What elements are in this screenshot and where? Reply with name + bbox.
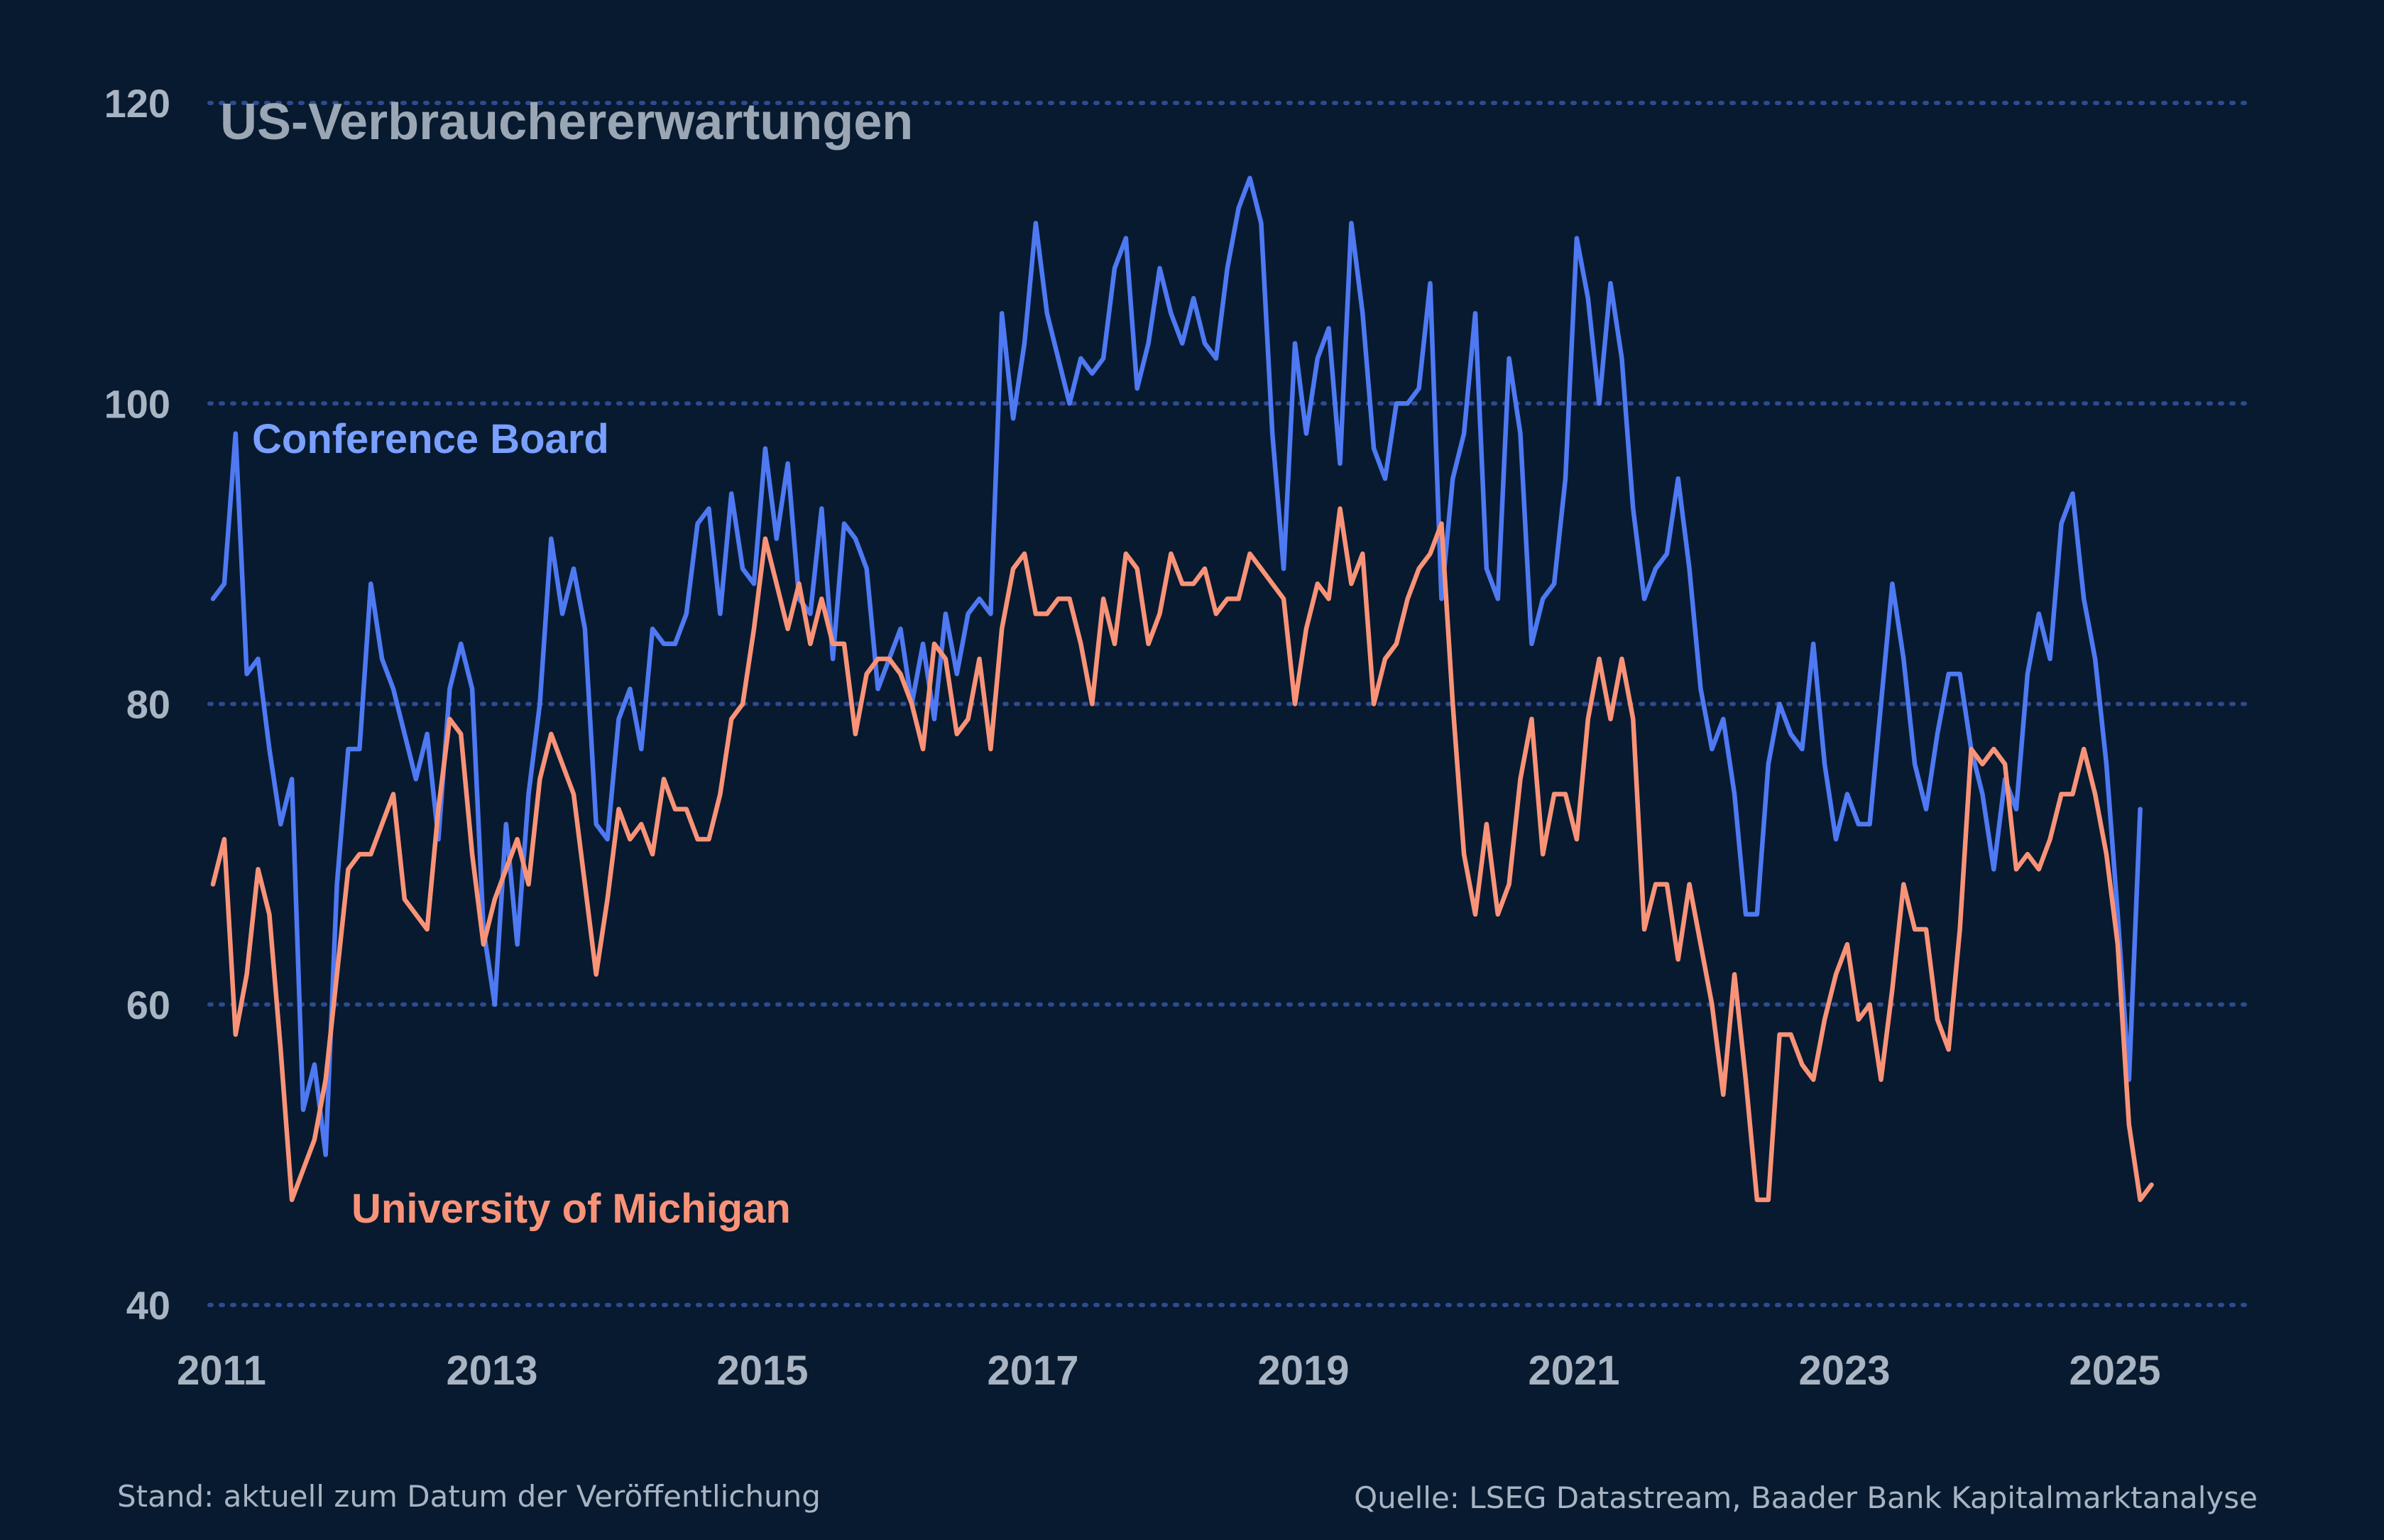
series-line-university-of-michigan	[210, 506, 2154, 1203]
y-tick-label: 40	[126, 1283, 170, 1328]
y-tick-label: 60	[126, 983, 170, 1027]
x-tick-label: 2023	[1798, 1348, 1890, 1394]
y-tick-label: 120	[104, 81, 170, 126]
y-tick-label: 80	[126, 682, 170, 727]
x-tick-label: 2011	[177, 1348, 266, 1394]
x-tick-label: 2013	[446, 1348, 537, 1394]
x-tick-label: 2017	[987, 1348, 1078, 1394]
gridlines	[207, 101, 2253, 1307]
x-tick-label: 2021	[1528, 1348, 1619, 1394]
y-tick-label: 100	[104, 381, 170, 426]
x-axis-ticks: 2011 2013 2015 2017 2019 2021 2023 2025	[177, 1348, 2160, 1394]
footer-source: Quelle: LSEG Datastream, Baader Bank Kap…	[1354, 1480, 2258, 1515]
series-label-conference-board: Conference Board	[252, 416, 609, 462]
series-label-university-of-michigan: University of Michigan	[351, 1186, 791, 1232]
chart-title: US-Verbrauchererwartungen	[220, 94, 913, 151]
x-tick-label: 2015	[716, 1348, 808, 1394]
x-tick-label: 2019	[1257, 1348, 1349, 1394]
series-line-conference-board	[210, 175, 2143, 1157]
footer-note: Stand: aktuell zum Datum der Veröffentli…	[117, 1479, 821, 1514]
x-tick-label: 2025	[2069, 1348, 2160, 1394]
y-axis-ticks: 40 60 80 100 120	[104, 81, 170, 1328]
series-lines	[210, 175, 2154, 1203]
